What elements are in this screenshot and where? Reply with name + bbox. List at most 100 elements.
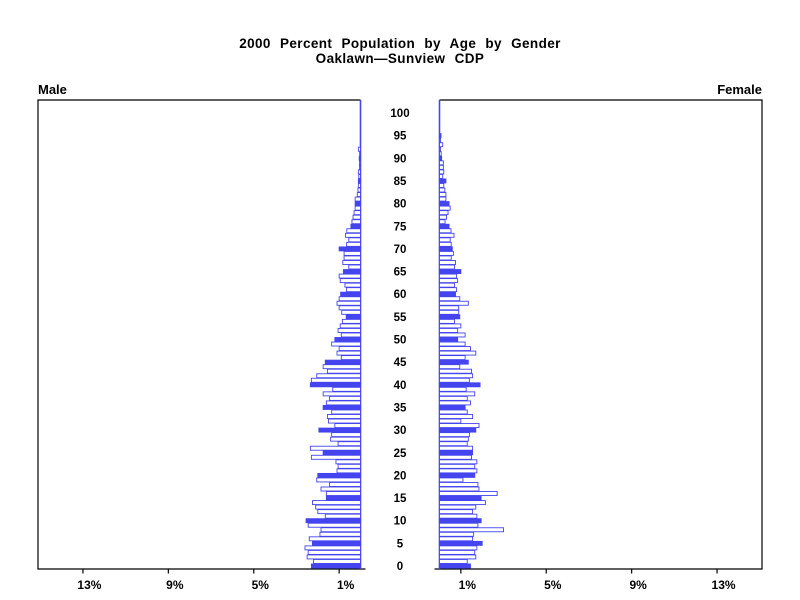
age-tick-label-30: 30 bbox=[394, 425, 407, 437]
bar-male-age-75 bbox=[350, 223, 361, 229]
female-panel-label: Female bbox=[717, 82, 762, 97]
age-tick-label-65: 65 bbox=[394, 267, 407, 279]
bar-male-age-29 bbox=[331, 432, 361, 438]
bar-male-age-91 bbox=[359, 151, 361, 157]
bar-female-age-60 bbox=[439, 291, 456, 297]
bar-male-age-16 bbox=[325, 491, 361, 496]
bar-female-age-50 bbox=[439, 337, 459, 342]
bar-female-age-0 bbox=[439, 563, 471, 569]
bar-female-age-2 bbox=[439, 554, 477, 560]
bar-male-age-68 bbox=[343, 255, 361, 261]
bar-female-age-8 bbox=[439, 527, 505, 533]
bar-female-age-66 bbox=[439, 264, 455, 270]
female-panel-frame bbox=[434, 99, 763, 570]
bar-male-age-56 bbox=[341, 309, 361, 315]
age-tick-label-5: 5 bbox=[397, 538, 404, 550]
chart-subtitle: Oaklawn—Sunview CDP bbox=[315, 51, 485, 66]
bar-female-age-57 bbox=[439, 305, 460, 311]
bar-female-age-78 bbox=[439, 210, 449, 216]
bar-female-age-91 bbox=[439, 151, 442, 157]
bar-male-age-37 bbox=[329, 395, 361, 401]
age-tick-label-80: 80 bbox=[394, 199, 407, 211]
bar-male-age-77 bbox=[352, 214, 361, 220]
bar-male-age-18 bbox=[329, 482, 361, 487]
bar-male-age-69 bbox=[343, 250, 361, 256]
bar-female-age-22 bbox=[439, 463, 476, 469]
bar-male-age-80 bbox=[354, 201, 361, 207]
bar-female-age-51 bbox=[439, 332, 466, 338]
bar-female-age-20 bbox=[439, 472, 476, 478]
age-tick-label-20: 20 bbox=[394, 470, 407, 482]
bar-female-age-83 bbox=[439, 187, 446, 193]
bar-female-age-35 bbox=[439, 405, 466, 410]
bar-female-age-1 bbox=[439, 559, 468, 564]
age-tick-label-10: 10 bbox=[394, 516, 407, 528]
bar-male-age-1 bbox=[313, 559, 361, 564]
bar-male-age-85 bbox=[357, 178, 361, 184]
bar-female-age-43 bbox=[439, 368, 472, 374]
bar-female-age-76 bbox=[439, 219, 446, 225]
bar-male-age-61 bbox=[345, 287, 361, 293]
bar-male-age-27 bbox=[337, 441, 361, 447]
bar-male-age-83 bbox=[357, 187, 361, 193]
bar-female-age-44 bbox=[439, 364, 461, 370]
bar-male-age-8 bbox=[320, 527, 361, 533]
bar-female-age-62 bbox=[439, 282, 455, 288]
bar-male-age-59 bbox=[338, 296, 361, 302]
bar-female-age-34 bbox=[439, 409, 468, 415]
bar-female-age-42 bbox=[439, 373, 474, 379]
bar-female-age-24 bbox=[439, 454, 472, 460]
bar-male-age-73 bbox=[345, 232, 361, 238]
bar-female-age-26 bbox=[439, 445, 474, 451]
bar-female-age-64 bbox=[439, 273, 458, 279]
bar-female-age-85 bbox=[439, 178, 447, 184]
male-pct-tick-label-5: 5% bbox=[252, 578, 270, 592]
bar-male-age-57 bbox=[338, 305, 361, 311]
bar-male-age-53 bbox=[339, 323, 361, 329]
bar-male-age-44 bbox=[322, 364, 361, 370]
bar-female-age-4 bbox=[439, 545, 478, 551]
bar-female-age-55 bbox=[439, 314, 461, 320]
bar-male-age-38 bbox=[322, 391, 361, 397]
bar-male-age-89 bbox=[358, 160, 361, 166]
bar-male-age-67 bbox=[342, 260, 361, 265]
age-tick-label-70: 70 bbox=[394, 244, 407, 256]
bar-female-age-72 bbox=[439, 237, 451, 243]
bar-female-age-77 bbox=[439, 214, 447, 220]
bar-female-age-30 bbox=[439, 427, 477, 433]
bar-male-age-88 bbox=[358, 164, 361, 170]
bar-male-age-54 bbox=[341, 318, 361, 324]
age-tick-label-60: 60 bbox=[394, 289, 407, 301]
bar-female-age-32 bbox=[439, 418, 462, 424]
age-tick-label-95: 95 bbox=[394, 131, 407, 143]
age-tick-label-100: 100 bbox=[390, 108, 409, 120]
bar-male-age-30 bbox=[318, 427, 361, 433]
bar-male-age-40 bbox=[309, 382, 361, 388]
chart-title: 2000 Percent Population by Age by Gender bbox=[239, 36, 561, 51]
bar-female-age-18 bbox=[439, 482, 479, 487]
bar-female-age-41 bbox=[439, 377, 470, 383]
bar-male-age-52 bbox=[337, 327, 361, 333]
bar-male-age-62 bbox=[344, 282, 361, 288]
bar-male-age-32 bbox=[328, 418, 361, 424]
bar-male-age-90 bbox=[358, 155, 361, 161]
bar-female-age-13 bbox=[439, 504, 477, 510]
bar-male-age-92 bbox=[357, 146, 361, 152]
bar-male-age-14 bbox=[312, 500, 361, 506]
bar-male-age-7 bbox=[319, 531, 361, 537]
bar-female-age-75 bbox=[439, 223, 450, 229]
bar-male-age-72 bbox=[348, 237, 361, 243]
bar-male-age-43 bbox=[326, 368, 361, 374]
bar-male-age-23 bbox=[335, 459, 361, 465]
bar-female-age-6 bbox=[439, 536, 474, 542]
bar-female-age-59 bbox=[439, 296, 461, 302]
age-tick-label-50: 50 bbox=[394, 335, 407, 347]
bar-female-age-17 bbox=[439, 486, 480, 492]
bar-female-age-88 bbox=[439, 164, 444, 170]
bar-male-age-84 bbox=[357, 183, 361, 188]
bar-male-age-71 bbox=[346, 241, 361, 247]
bar-male-age-58 bbox=[336, 300, 361, 306]
bar-female-age-3 bbox=[439, 549, 476, 555]
female-pct-tick-label-5: 5% bbox=[544, 578, 562, 592]
bar-male-age-12 bbox=[317, 509, 361, 515]
